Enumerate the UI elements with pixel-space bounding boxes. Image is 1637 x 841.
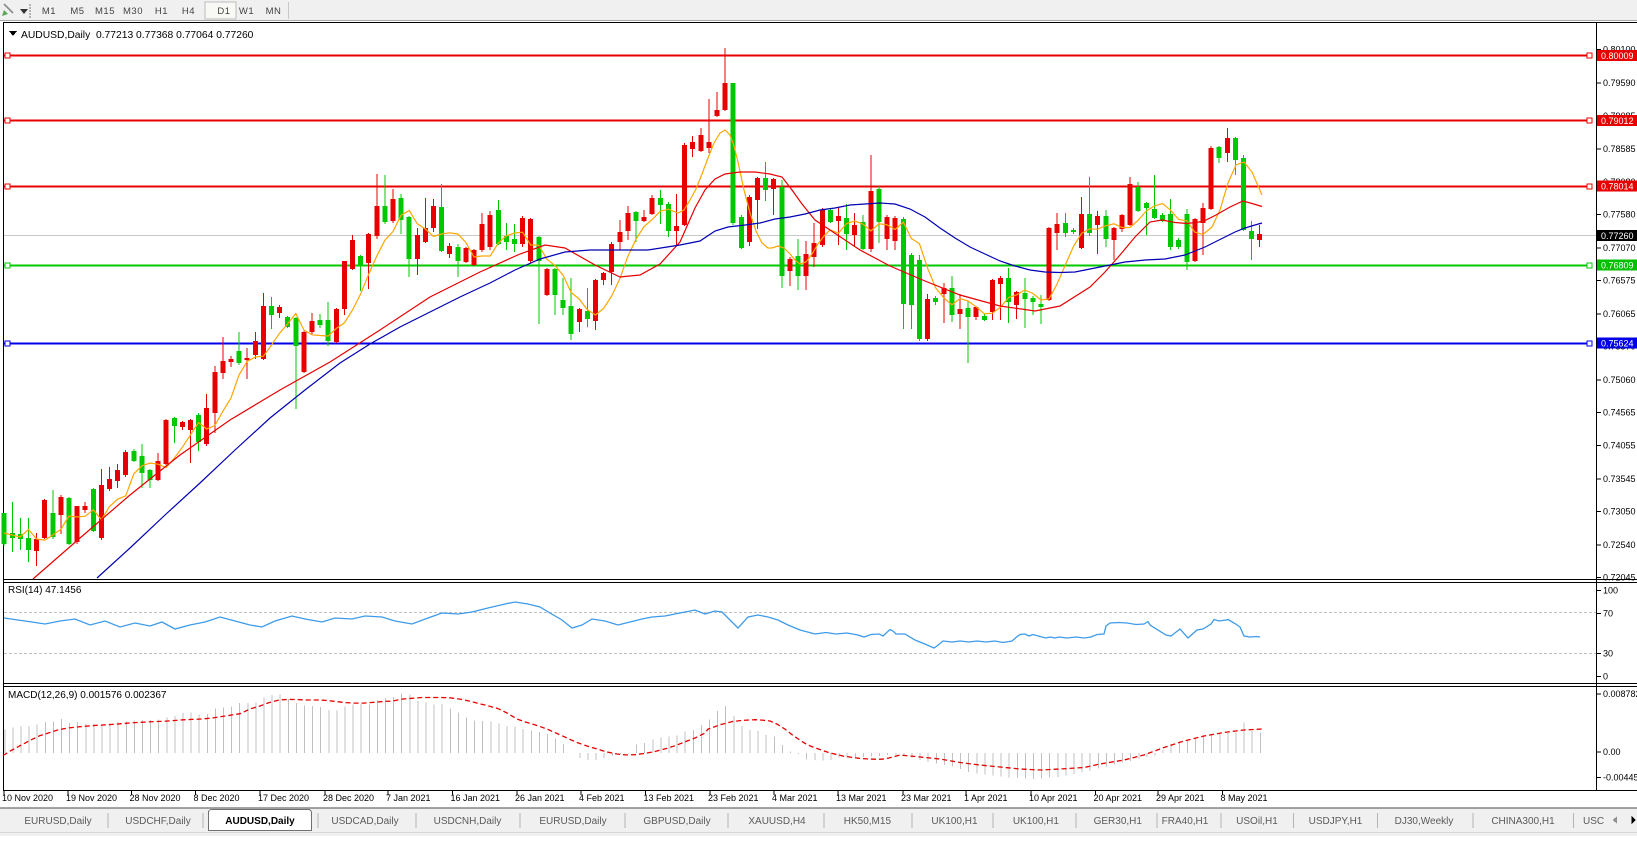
svg-text:-0.00445: -0.00445 (1603, 773, 1637, 783)
svg-text:FRA40,H1: FRA40,H1 (1162, 816, 1209, 827)
svg-text:0.00: 0.00 (1603, 747, 1621, 757)
svg-text:4 Feb 2021: 4 Feb 2021 (579, 793, 625, 803)
svg-text:0.008782: 0.008782 (1603, 689, 1637, 699)
svg-text:USDCNH,Daily: USDCNH,Daily (434, 816, 502, 827)
svg-text:0.76065: 0.76065 (1603, 309, 1636, 319)
svg-text:4 Mar 2021: 4 Mar 2021 (772, 793, 818, 803)
svg-text:W1: W1 (239, 6, 254, 17)
svg-text:0.74565: 0.74565 (1603, 407, 1636, 417)
svg-text:8 Dec 2020: 8 Dec 2020 (194, 793, 240, 803)
svg-text:16 Jan 2021: 16 Jan 2021 (451, 793, 501, 803)
svg-text:M15: M15 (95, 6, 115, 17)
svg-text:0.72540: 0.72540 (1603, 540, 1636, 550)
svg-text:28 Nov 2020: 28 Nov 2020 (130, 793, 181, 803)
svg-text:0.73545: 0.73545 (1603, 474, 1636, 484)
svg-text:70: 70 (1603, 609, 1613, 619)
svg-text:USDCAD,Daily: USDCAD,Daily (331, 816, 398, 827)
svg-text:H4: H4 (182, 6, 195, 17)
svg-text:0.78014: 0.78014 (1601, 182, 1634, 192)
svg-text:EURUSD,Daily: EURUSD,Daily (24, 816, 91, 827)
svg-text:RSI(14) 47.1456: RSI(14) 47.1456 (8, 585, 82, 596)
svg-text:0.80100: 0.80100 (1603, 44, 1636, 54)
svg-text:USOil,H1: USOil,H1 (1236, 816, 1278, 827)
svg-text:23 Feb 2021: 23 Feb 2021 (708, 793, 759, 803)
svg-text:UK100,H1: UK100,H1 (931, 816, 978, 827)
svg-text:0.72045: 0.72045 (1603, 572, 1636, 582)
svg-text:26 Jan 2021: 26 Jan 2021 (515, 793, 565, 803)
svg-text:0.75624: 0.75624 (1601, 339, 1634, 349)
svg-text:CHINA300,H1: CHINA300,H1 (1491, 816, 1555, 827)
svg-text:28 Dec 2020: 28 Dec 2020 (323, 793, 374, 803)
svg-text:13 Feb 2021: 13 Feb 2021 (644, 793, 695, 803)
svg-text:10 Nov 2020: 10 Nov 2020 (2, 793, 53, 803)
svg-text:D1: D1 (217, 6, 230, 17)
svg-text:0.76809: 0.76809 (1601, 261, 1634, 271)
svg-text:10 Apr 2021: 10 Apr 2021 (1029, 793, 1078, 803)
svg-text:0: 0 (1603, 672, 1608, 682)
svg-text:1 Apr 2021: 1 Apr 2021 (964, 793, 1008, 803)
svg-text:13 Mar 2021: 13 Mar 2021 (836, 793, 887, 803)
svg-text:8 May 2021: 8 May 2021 (1221, 793, 1268, 803)
svg-text:HK50,M15: HK50,M15 (844, 816, 892, 827)
svg-text:H1: H1 (155, 6, 168, 17)
svg-text:DJ30,Weekly: DJ30,Weekly (1395, 816, 1454, 827)
svg-text:USDJPY,H1: USDJPY,H1 (1309, 816, 1363, 827)
svg-text:M30: M30 (123, 6, 143, 17)
svg-text:EURUSD,Daily: EURUSD,Daily (539, 816, 606, 827)
svg-text:MACD(12,26,9) 0.001576 0.00236: MACD(12,26,9) 0.001576 0.002367 (8, 690, 167, 701)
svg-text:GBPUSD,Daily: GBPUSD,Daily (643, 816, 710, 827)
svg-text:0.80009: 0.80009 (1601, 51, 1634, 61)
svg-text:17 Dec 2020: 17 Dec 2020 (258, 793, 309, 803)
svg-text:0.79012: 0.79012 (1601, 116, 1634, 126)
svg-text:USDCHF,Daily: USDCHF,Daily (125, 816, 191, 827)
svg-text:23 Mar 2021: 23 Mar 2021 (901, 793, 952, 803)
svg-text:MN: MN (266, 6, 282, 17)
svg-text:0.77580: 0.77580 (1603, 210, 1636, 220)
svg-text:0.77260: 0.77260 (1601, 231, 1634, 241)
svg-text:UK100,H1: UK100,H1 (1013, 816, 1060, 827)
svg-text:0.77070: 0.77070 (1603, 243, 1636, 253)
svg-text:29 Apr 2021: 29 Apr 2021 (1156, 793, 1205, 803)
svg-text:0.78585: 0.78585 (1603, 144, 1636, 154)
svg-text:M1: M1 (42, 6, 56, 17)
svg-text:XAUUSD,H4: XAUUSD,H4 (748, 816, 806, 827)
svg-text:AUDUSD,Daily 0.77213 0.77368: AUDUSD,Daily 0.77213 0.77368 0.77064 0.7… (21, 30, 254, 41)
svg-text:0.75060: 0.75060 (1603, 375, 1636, 385)
svg-text:20 Apr 2021: 20 Apr 2021 (1094, 793, 1143, 803)
svg-text:0.76575: 0.76575 (1603, 276, 1636, 286)
svg-text:AUDUSD,Daily: AUDUSD,Daily (225, 816, 295, 827)
svg-text:GER30,H1: GER30,H1 (1094, 816, 1143, 827)
svg-text:7 Jan 2021: 7 Jan 2021 (386, 793, 431, 803)
svg-text:19 Nov 2020: 19 Nov 2020 (66, 793, 117, 803)
svg-text:0.79590: 0.79590 (1603, 78, 1636, 88)
svg-text:30: 30 (1603, 649, 1613, 659)
svg-text:USC: USC (1583, 816, 1604, 827)
svg-text:100: 100 (1603, 586, 1618, 596)
svg-text:0.74055: 0.74055 (1603, 441, 1636, 451)
svg-text:0.73050: 0.73050 (1603, 507, 1636, 517)
svg-text:M5: M5 (70, 6, 84, 17)
